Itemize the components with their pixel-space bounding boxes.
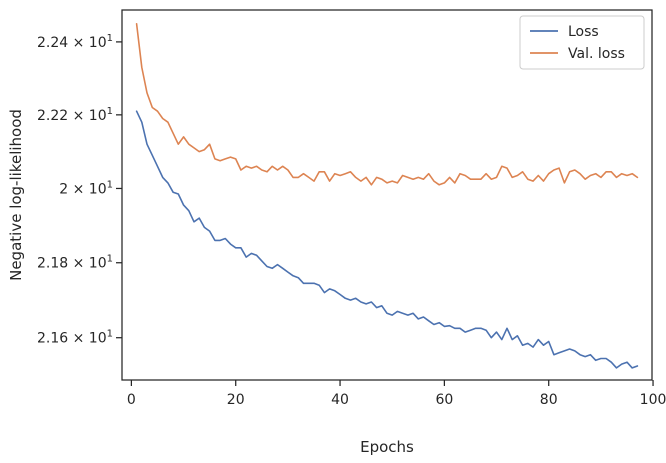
legend-box [519,15,645,70]
y-tick-base: × 10 [68,181,106,197]
y-tick-base: × 10 [68,35,106,51]
plot-frame [121,9,653,381]
x-tick-label: 60 [435,392,453,408]
y-tick-exponent: 1 [107,106,113,117]
y-tick-label: 2.16 × 101 [37,329,113,347]
x-axis-label: Epochs [360,438,414,456]
series-line-loss [135,110,639,369]
y-tick-exponent: 1 [107,33,113,44]
x-axis-ticks: 0 20 40 60 80 100 [127,380,666,408]
y-tick-exponent: 1 [107,254,113,265]
y-tick-label: 2 × 101 [59,179,113,197]
x-tick-label: 80 [540,392,558,408]
x-tick-label: 0 [127,392,136,408]
legend-label: Loss [568,24,599,40]
x-tick-label: 40 [331,392,349,408]
y-tick-label: 2.18 × 101 [37,254,113,272]
legend-label: Val. loss [568,46,625,62]
series-layer [135,22,639,369]
y-tick-base: × 10 [68,256,106,272]
y-tick-mantissa: 2.24 [37,35,68,51]
y-tick-mantissa: 2.16 [37,331,68,347]
y-tick-exponent: 1 [107,179,113,190]
y-tick-base: × 10 [68,108,106,124]
y-tick-label: 2.24 × 101 [37,33,113,51]
plot-area [121,9,653,381]
y-tick-mantissa: 2 [59,181,68,197]
y-axis-label: Negative log-likelihood [7,109,25,281]
y-tick-mantissa: 2.18 [37,256,68,272]
y-tick-mantissa: 2.22 [37,108,68,124]
series-line-val-loss [135,22,639,186]
y-tick-base: × 10 [68,331,106,347]
y-tick-exponent: 1 [107,329,113,340]
legend: Loss Val. loss [519,15,645,70]
y-tick-label: 2.22 × 101 [37,106,113,124]
x-tick-label: 100 [640,392,666,408]
x-tick-label: 20 [227,392,245,408]
